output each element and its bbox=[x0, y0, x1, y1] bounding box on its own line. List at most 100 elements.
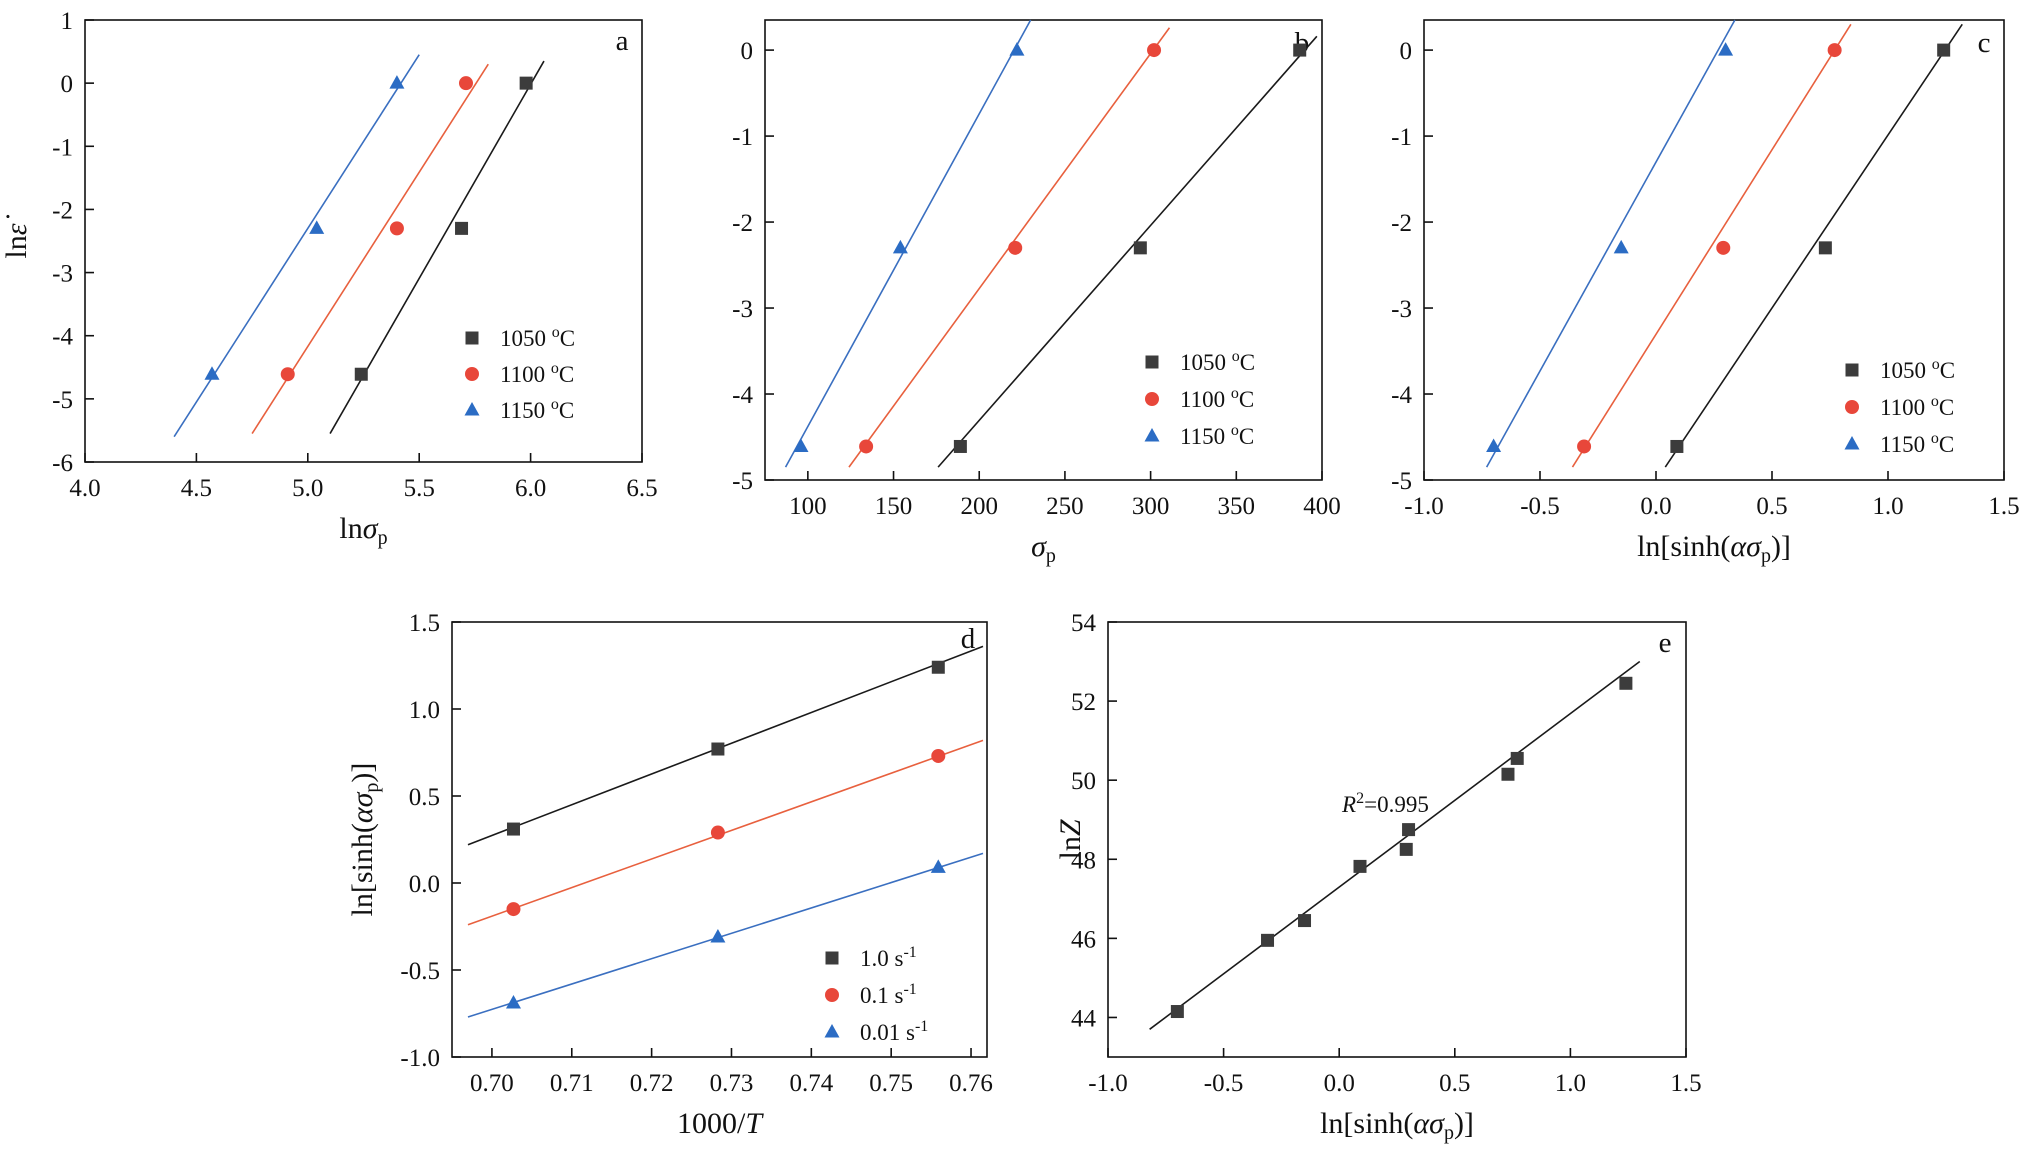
fit-line-series-0 bbox=[937, 35, 1318, 468]
data-point-series-0 bbox=[1501, 767, 1515, 781]
y-tick-label: -3 bbox=[1391, 296, 1412, 323]
y-axis-label: ln[sinh(ασp)] bbox=[346, 763, 383, 917]
x-tick-label: 250 bbox=[1046, 493, 1084, 520]
y-tick-label: 48 bbox=[1071, 847, 1096, 874]
y-tick-label: -5 bbox=[1391, 468, 1412, 495]
data-point-series-2 bbox=[892, 239, 908, 254]
legend-marker-2 bbox=[824, 1024, 840, 1038]
x-tick-label: 0.74 bbox=[789, 1070, 833, 1097]
data-point-series-0 bbox=[1937, 43, 1951, 57]
data-point-series-0 bbox=[1293, 43, 1307, 57]
legend-label-2: 1150 oC bbox=[1880, 430, 1954, 457]
data-point-series-0 bbox=[1670, 439, 1684, 453]
x-axis-label: σp bbox=[1031, 530, 1056, 567]
y-tick-label: 44 bbox=[1071, 1005, 1097, 1032]
data-point-series-2 bbox=[930, 859, 946, 873]
y-tick-label: -3 bbox=[732, 296, 753, 323]
legend-label-1: 0.1 s-1 bbox=[860, 981, 917, 1008]
legend-label-0: 1.0 s-1 bbox=[860, 944, 917, 971]
x-tick-label: 5.5 bbox=[404, 475, 435, 502]
legend-marker-2 bbox=[1144, 428, 1160, 442]
y-tick-label: 1.5 bbox=[409, 610, 440, 637]
data-point-series-0 bbox=[1353, 859, 1367, 873]
data-point-series-0 bbox=[1261, 933, 1275, 947]
fit-line-series-2 bbox=[1485, 19, 1736, 468]
y-tick-label: -4 bbox=[52, 324, 73, 351]
chart-panel-e: -1.0 -0.5 0.0 0.5 1.0 1.5 54 52 50 48 46 44 ln[sinh(… bbox=[1054, 610, 1702, 1144]
x-tick-label: 0.75 bbox=[869, 1070, 913, 1097]
plot-frame bbox=[764, 19, 1323, 481]
plot-frame bbox=[451, 621, 988, 1058]
fit-line-series-1 bbox=[467, 739, 984, 926]
legend-marker-0 bbox=[1845, 363, 1859, 377]
data-point-series-1 bbox=[389, 221, 404, 236]
fit-line-series-1 bbox=[1571, 23, 1852, 468]
data-point-series-2 bbox=[505, 995, 521, 1009]
x-axis-label: 1000/T bbox=[677, 1107, 764, 1140]
fit-line-series-0 bbox=[467, 645, 984, 846]
data-point-series-2 bbox=[710, 928, 726, 943]
y-tick-label: 50 bbox=[1071, 768, 1096, 795]
legend-label-2: 1150 oC bbox=[1180, 422, 1254, 449]
r-squared-annotation: R2=0.995 bbox=[1341, 790, 1429, 817]
y-tick-label: -1.0 bbox=[400, 1045, 440, 1072]
data-point-series-0 bbox=[953, 439, 967, 453]
data-point-series-2 bbox=[1486, 438, 1502, 452]
legend-marker-1 bbox=[825, 988, 839, 1002]
y-tick-label: -2 bbox=[732, 210, 753, 237]
data-point-series-0 bbox=[1399, 842, 1413, 856]
data-point-series-0 bbox=[1298, 914, 1312, 928]
y-axis-label: lnZ bbox=[1054, 819, 1087, 859]
x-tick-label: -0.5 bbox=[1520, 493, 1560, 520]
data-point-series-1 bbox=[1716, 240, 1731, 255]
plot-frame bbox=[1107, 621, 1687, 1058]
legend-marker-0 bbox=[465, 331, 479, 345]
data-point-series-0 bbox=[931, 660, 945, 674]
y-tick-label: -4 bbox=[732, 382, 753, 409]
legend-marker-0 bbox=[825, 951, 839, 965]
data-point-series-2 bbox=[793, 438, 809, 452]
legend-label-1: 1100 oC bbox=[1880, 393, 1954, 420]
x-tick-label: -0.5 bbox=[1204, 1070, 1244, 1097]
x-tick-label: 0.72 bbox=[630, 1070, 674, 1097]
y-tick-label: -4 bbox=[1391, 382, 1412, 409]
y-tick-label: -0.5 bbox=[400, 958, 440, 985]
data-point-series-1 bbox=[506, 902, 521, 917]
x-tick-label: 0.76 bbox=[949, 1070, 993, 1097]
y-tick-label: -5 bbox=[52, 387, 73, 414]
data-point-series-1 bbox=[1827, 43, 1842, 58]
panel-letter: a bbox=[616, 25, 629, 57]
y-tick-label: 0.5 bbox=[409, 784, 440, 811]
data-point-series-0 bbox=[1133, 241, 1147, 255]
x-tick-label: 0.70 bbox=[470, 1070, 514, 1097]
x-axis-label: ln[sinh(ασp)] bbox=[1320, 1107, 1474, 1144]
y-tick-label: 0.0 bbox=[409, 871, 440, 898]
x-tick-label: 200 bbox=[960, 493, 998, 520]
x-tick-label: 4.0 bbox=[69, 475, 100, 502]
legend-marker-1 bbox=[1845, 400, 1859, 414]
legend-marker-2 bbox=[464, 402, 480, 416]
chart-panel-c: -1.0 -0.5 0.0 0.5 1.0 1.5 0 -1 -2 -3 -4 -5 ln[sinh(α… bbox=[1391, 19, 2020, 567]
fit-line-series-0 bbox=[1149, 660, 1641, 1030]
y-tick-label: -5 bbox=[732, 468, 753, 495]
y-tick-label: 54 bbox=[1071, 610, 1097, 637]
x-axis-label: ln[sinh(ασp)] bbox=[1637, 530, 1791, 567]
legend-marker-1 bbox=[465, 367, 479, 381]
y-tick-label: 1.0 bbox=[409, 697, 440, 724]
x-tick-label: 0.71 bbox=[550, 1070, 594, 1097]
x-tick-label: 0.5 bbox=[1439, 1070, 1470, 1097]
data-point-series-0 bbox=[711, 742, 725, 756]
fit-line-series-2 bbox=[784, 19, 1032, 468]
y-tick-label: -2 bbox=[52, 197, 73, 224]
data-point-series-1 bbox=[280, 367, 295, 382]
data-point-series-0 bbox=[506, 822, 520, 836]
legend-label-0: 1050 oC bbox=[1180, 348, 1255, 375]
data-point-series-0 bbox=[519, 76, 533, 90]
legend-label-1: 1100 oC bbox=[1180, 385, 1254, 412]
y-tick-label: -1 bbox=[732, 124, 753, 151]
chart-panel-a: 4.0 4.5 5.0 5.5 6.0 6.5 1 0 -1 -2 -3 -4 -5 -6 lnσp lnε̇… bbox=[0, 8, 658, 549]
legend-marker-2 bbox=[1844, 436, 1860, 450]
x-axis-label: lnσp bbox=[339, 512, 387, 549]
data-point-series-0 bbox=[354, 367, 368, 381]
data-point-series-0 bbox=[1619, 676, 1633, 690]
